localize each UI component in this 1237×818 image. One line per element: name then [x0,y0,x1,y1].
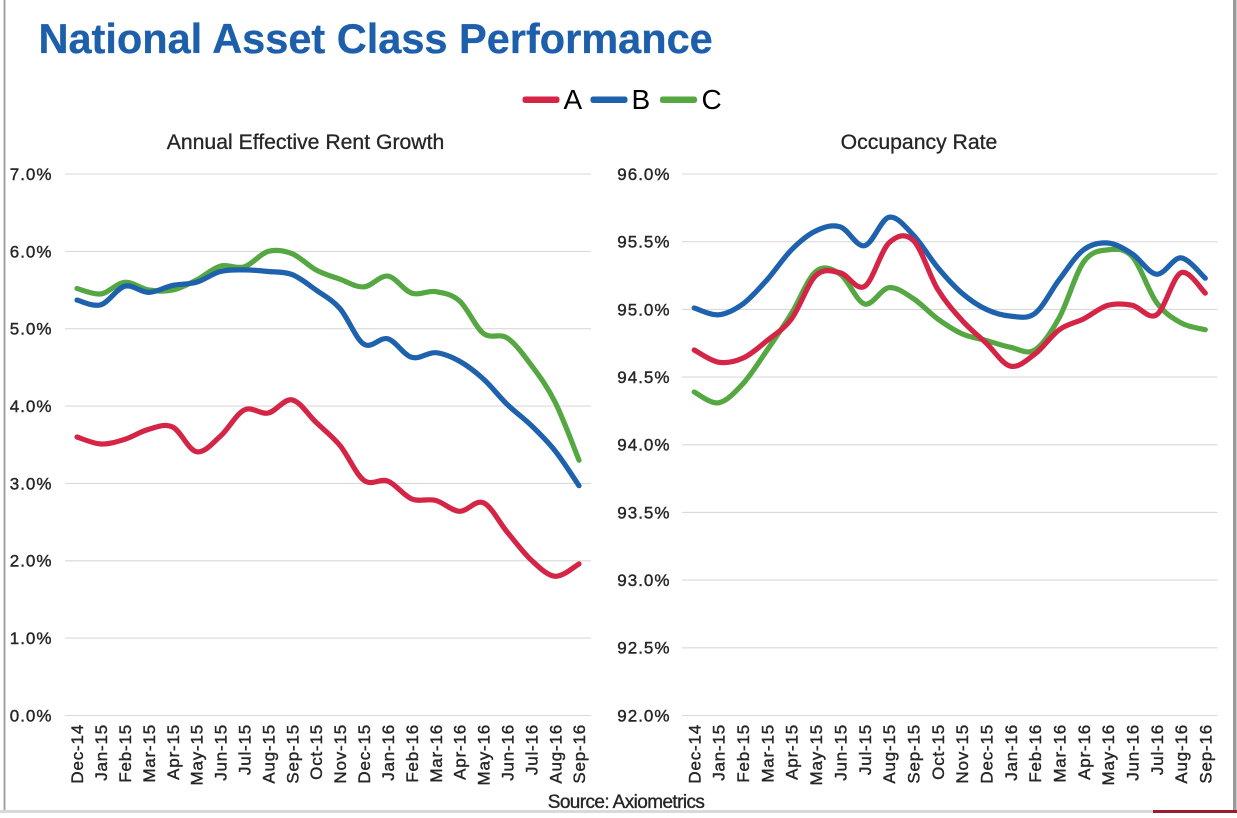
svg-text:May-15: May-15 [188,724,207,786]
svg-text:95.0%: 95.0% [617,300,670,319]
svg-text:Nov-15: Nov-15 [331,724,350,784]
svg-text:Occupancy Rate: Occupancy Rate [841,131,998,154]
svg-text:7.0%: 7.0% [10,165,53,184]
svg-text:Feb-16: Feb-16 [403,724,422,783]
svg-text:Feb-16: Feb-16 [1026,724,1045,783]
svg-text:Jun-16: Jun-16 [1124,724,1143,781]
svg-text:Apr-15: Apr-15 [783,724,802,780]
svg-text:4.0%: 4.0% [10,397,53,416]
svg-text:Dec-14: Dec-14 [685,724,704,784]
svg-text:Dec-15: Dec-15 [355,724,374,784]
svg-text:Aug-15: Aug-15 [880,724,899,784]
svg-text:Jan-16: Jan-16 [1002,724,1021,781]
svg-text:95.5%: 95.5% [617,233,670,252]
svg-text:Jul-16: Jul-16 [522,724,541,775]
svg-text:Jun-15: Jun-15 [212,724,231,781]
svg-text:Apr-15: Apr-15 [164,724,183,780]
svg-text:Apr-16: Apr-16 [1075,724,1094,780]
svg-text:5.0%: 5.0% [10,320,53,339]
svg-text:Jan-15: Jan-15 [92,724,111,781]
svg-text:Source: Axiometrics: Source: Axiometrics [548,792,705,813]
svg-text:Sep-16: Sep-16 [570,724,589,784]
svg-text:Jan-15: Jan-15 [710,724,729,781]
svg-text:Aug-16: Aug-16 [1172,724,1191,784]
svg-text:96.0%: 96.0% [617,165,670,184]
svg-text:Feb-15: Feb-15 [734,724,753,783]
svg-text:93.5%: 93.5% [617,503,670,522]
svg-text:Mar-16: Mar-16 [1051,724,1070,783]
svg-text:National Asset Class Performan: National Asset Class Performance [39,15,713,62]
svg-text:Sep-15: Sep-15 [904,724,923,784]
svg-text:1.0%: 1.0% [10,629,53,648]
svg-text:94.0%: 94.0% [617,436,670,455]
svg-text:B: B [632,84,651,115]
svg-text:Sep-15: Sep-15 [283,724,302,784]
svg-text:May-16: May-16 [475,724,494,786]
svg-text:0.0%: 0.0% [10,706,53,725]
svg-text:Jun-15: Jun-15 [831,724,850,781]
svg-text:Dec-15: Dec-15 [978,724,997,784]
svg-text:Dec-14: Dec-14 [68,724,87,784]
svg-text:Aug-15: Aug-15 [259,724,278,784]
svg-text:Apr-16: Apr-16 [451,724,470,780]
svg-text:2.0%: 2.0% [10,552,53,571]
svg-text:May-15: May-15 [807,724,826,786]
svg-text:Jun-16: Jun-16 [499,724,518,781]
svg-text:Jul-15: Jul-15 [236,724,255,775]
svg-text:Sep-16: Sep-16 [1197,724,1216,784]
svg-text:C: C [702,84,722,115]
svg-text:Oct-15: Oct-15 [307,724,326,780]
svg-text:Aug-16: Aug-16 [546,724,565,784]
svg-text:Mar-15: Mar-15 [140,724,159,783]
svg-text:Annual Effective Rent Growth: Annual Effective Rent Growth [167,131,445,154]
svg-text:Mar-15: Mar-15 [758,724,777,783]
svg-text:Oct-15: Oct-15 [929,724,948,780]
svg-text:Feb-15: Feb-15 [116,724,135,783]
svg-text:94.5%: 94.5% [617,368,670,387]
svg-text:92.5%: 92.5% [617,639,670,658]
svg-text:Jul-16: Jul-16 [1148,724,1167,775]
svg-text:Nov-15: Nov-15 [953,724,972,784]
svg-text:3.0%: 3.0% [10,474,53,493]
svg-text:92.0%: 92.0% [617,706,670,725]
svg-text:Jan-16: Jan-16 [379,724,398,781]
svg-text:Mar-16: Mar-16 [427,724,446,783]
svg-text:6.0%: 6.0% [10,242,53,261]
svg-text:Jul-15: Jul-15 [856,724,875,775]
svg-text:A: A [564,84,583,115]
svg-text:May-16: May-16 [1099,724,1118,786]
svg-text:93.0%: 93.0% [617,571,670,590]
